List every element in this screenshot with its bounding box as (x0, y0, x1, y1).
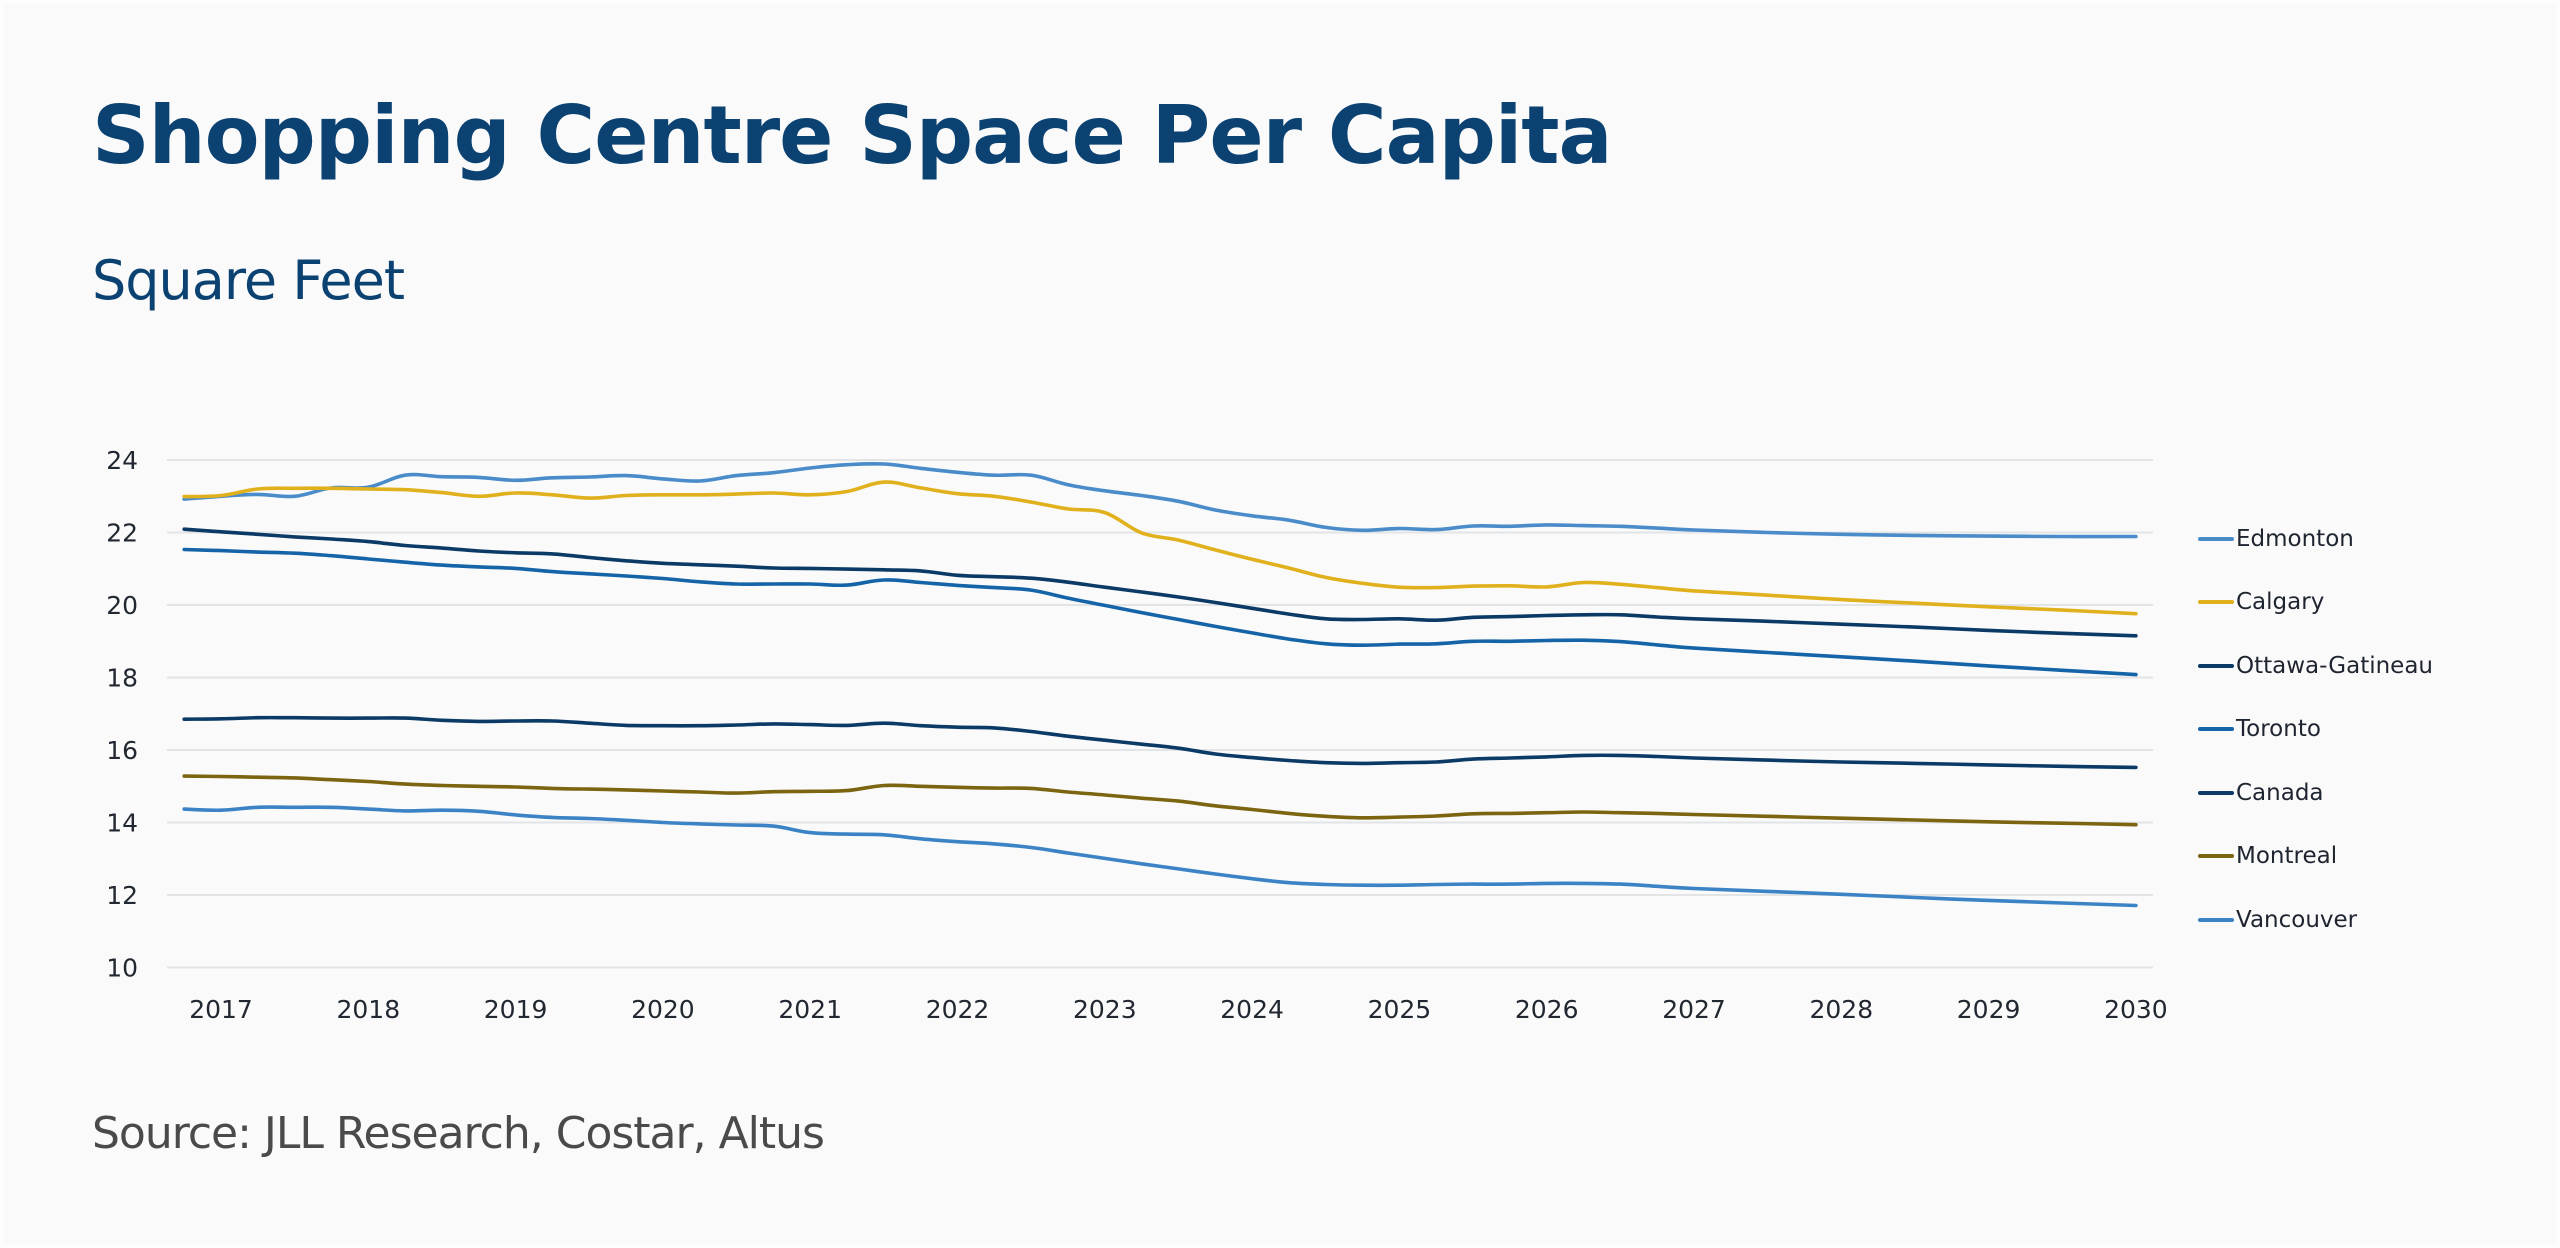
x-tick-label: 2018 (336, 995, 400, 1024)
x-tick-label: 2027 (1662, 995, 1726, 1024)
legend-label: Toronto (2236, 716, 2321, 743)
series-lines (182, 461, 2138, 908)
x-tick-label: 2023 (1073, 995, 1137, 1024)
y-tick-label: 12 (106, 881, 138, 910)
legend-label: Vancouver (2236, 906, 2358, 933)
chart-title: Shopping Centre Space Per Capita (92, 89, 1612, 182)
series-line-canada (182, 715, 2138, 770)
x-tick-label: 2026 (1515, 995, 1579, 1024)
legend-label: Canada (2236, 779, 2324, 806)
y-tick-label: 14 (106, 809, 138, 838)
legend-line-icon (2198, 663, 2234, 668)
x-tick-label: 2029 (1957, 995, 2021, 1024)
legend-label: Montreal (2236, 843, 2338, 870)
legend-line-icon (2198, 854, 2234, 859)
source-note: Source: JLL Research, Costar, Altus (92, 1108, 825, 1159)
x-tick-label: 2025 (1368, 995, 1432, 1024)
x-tick-label: 2019 (484, 995, 548, 1024)
x-axis-ticks: 2017 2018 2019 2020 2021 2022 2023 2024 2025 2026… (189, 995, 2168, 1024)
legend-label: Calgary (2236, 589, 2325, 616)
x-tick-label: 2030 (2104, 995, 2168, 1024)
x-tick-label: 2022 (926, 995, 990, 1024)
y-tick-label: 22 (106, 519, 138, 548)
legend-label: Edmonton (2236, 525, 2354, 552)
y-tick-label: 18 (106, 664, 138, 693)
legend-label: Ottawa-Gatineau (2236, 652, 2434, 679)
chart-subtitle: Square Feet (92, 249, 405, 312)
series-line-vancouver (182, 805, 2138, 908)
legend-line-icon (2198, 790, 2234, 795)
x-tick-label: 2017 (189, 995, 253, 1024)
legend-line-icon (2198, 727, 2234, 732)
legend-item-montreal[interactable]: Montreal (2198, 825, 2433, 889)
y-tick-label: 20 (106, 591, 138, 620)
y-tick-label: 24 (106, 446, 138, 475)
legend-item-vancouver[interactable]: Vancouver (2198, 888, 2433, 952)
legend-line-icon (2198, 600, 2234, 605)
gridlines (167, 459, 2153, 969)
series-line-calgary (182, 480, 2138, 616)
series-line-montreal (182, 774, 2138, 827)
y-tick-label: 16 (106, 736, 138, 765)
x-tick-label: 2024 (1220, 995, 1284, 1024)
legend-item-calgary[interactable]: Calgary (2198, 571, 2433, 635)
legend-item-edmonton[interactable]: Edmonton (2198, 507, 2433, 571)
series-line-edmonton (182, 461, 2138, 539)
legend-line-icon (2198, 917, 2234, 922)
x-tick-label: 2028 (1809, 995, 1873, 1024)
legend-item-ottawa-gatineau[interactable]: Ottawa-Gatineau (2198, 634, 2433, 698)
chart-background (4, 4, 2556, 1244)
legend-item-toronto[interactable]: Toronto (2198, 698, 2433, 762)
y-axis-ticks: 10 12 14 16 18 20 22 24 (106, 446, 138, 983)
series-line-toronto (182, 547, 2138, 677)
legend: Edmonton Calgary Ottawa-Gatineau Toronto Can… (2198, 507, 2433, 952)
series-line-ottawa-gatineau (182, 527, 2138, 638)
x-tick-label: 2021 (778, 995, 842, 1024)
x-tick-label: 2020 (631, 995, 695, 1024)
legend-item-canada[interactable]: Canada (2198, 761, 2433, 825)
legend-line-icon (2198, 536, 2234, 541)
y-tick-label: 10 (106, 954, 138, 983)
